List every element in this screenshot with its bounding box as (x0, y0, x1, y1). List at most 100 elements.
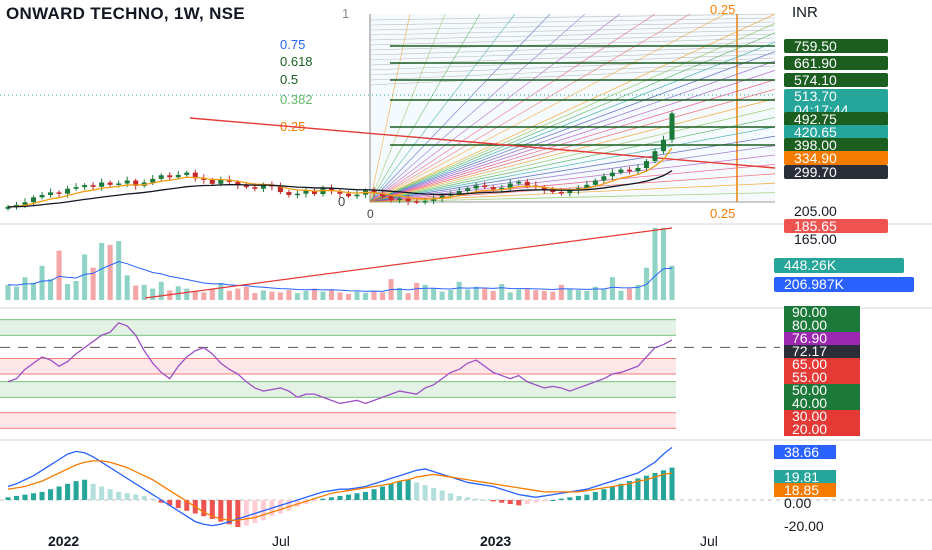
volume-bar (363, 293, 369, 300)
macd-histogram-bar (141, 495, 147, 500)
rsi-axis-label: 72.17 (792, 343, 827, 359)
macd-histogram-bar (22, 494, 28, 500)
volume-bar (558, 284, 564, 300)
macd-histogram-bar (320, 498, 326, 500)
volume-bar (260, 290, 266, 300)
rsi-line (7, 322, 673, 405)
volume-bar (618, 290, 624, 300)
fib-label: 0 (338, 194, 345, 209)
volume-bar (626, 288, 632, 300)
candle-body (252, 187, 258, 189)
volume-bar (405, 293, 411, 300)
macd-histogram-bar (252, 500, 258, 523)
gann-fan-ray (369, 107, 776, 203)
macd-histogram-bar (363, 491, 369, 500)
rsi-axis-label: 76.90 (792, 330, 827, 346)
gann-grid-line (369, 65, 776, 86)
rsi-axis-badge (784, 371, 860, 384)
macd-histogram-bar (286, 500, 292, 511)
price-axis-label: 185.65 (794, 218, 837, 234)
macd-axis-label: 18.85 (784, 482, 819, 498)
volume-bar (48, 279, 54, 300)
macd-histogram-bar (439, 490, 445, 500)
candle-body (65, 188, 71, 194)
volume-bar (218, 282, 224, 300)
macd-histogram-bar (490, 500, 496, 502)
candle-body (167, 175, 173, 178)
macd-histogram-bar (133, 494, 139, 500)
candle-body (652, 151, 658, 162)
macd-histogram-bar (243, 500, 249, 526)
rsi-axis-label: 50.00 (792, 382, 827, 398)
rsi-axis-badge (784, 332, 860, 345)
macd-histogram-bar (175, 500, 181, 509)
candle-body (133, 180, 139, 186)
macd-histogram-bar (507, 500, 513, 505)
macd-histogram-bar (150, 498, 156, 500)
volume-bar (201, 292, 207, 300)
red-trendline (189, 117, 776, 169)
macd-axis-tick: -20.00 (784, 518, 824, 534)
candle-body (465, 188, 471, 192)
macd-axis-badge (774, 483, 836, 497)
volume-bar (584, 290, 590, 300)
macd-histogram-bar (618, 483, 624, 500)
macd-histogram-bar (524, 500, 530, 505)
macd-histogram-bar (277, 500, 283, 514)
volume-bar (669, 265, 675, 300)
volume-bar (320, 291, 326, 300)
volume-bar (431, 288, 437, 300)
rsi-axis-label: 55.00 (792, 369, 827, 385)
macd-histogram-bar (592, 491, 598, 500)
price-axis-badge (784, 39, 888, 53)
price-axis-badge (784, 165, 888, 179)
gann-label: 0.25 (710, 2, 735, 17)
candle-body (524, 181, 530, 186)
volume-bar (90, 267, 96, 300)
volume-bar (448, 290, 454, 300)
gann-grid-line (369, 41, 776, 56)
candle-body (320, 188, 326, 195)
gann-fan-ray (369, 23, 776, 203)
price-axis-badge (784, 112, 888, 126)
price-axis-label: 420.65 (794, 124, 837, 140)
macd-histogram-bar (626, 481, 632, 500)
fib-label: 1 (342, 6, 349, 21)
macd-histogram-bar (388, 483, 394, 500)
macd-axis-badge (774, 445, 836, 459)
price-axis-badge (784, 73, 888, 87)
candle-body (235, 181, 241, 186)
macd-histogram-bar (431, 487, 437, 500)
candle-body (618, 169, 624, 173)
macd-axis-badge (774, 470, 836, 484)
macd-histogram-bar (558, 498, 564, 500)
volume-bar (541, 290, 547, 300)
volume-bar (380, 292, 386, 300)
candle-body (490, 187, 496, 190)
volume-bar (5, 284, 11, 300)
volume-bar (516, 289, 522, 300)
volume-bar (226, 290, 232, 300)
macd-histogram-bar (226, 500, 232, 525)
macd-histogram-bar (311, 500, 317, 502)
macd-histogram-bar (167, 500, 173, 506)
gann-grid-line (369, 53, 776, 71)
price-axis-badge (784, 151, 888, 165)
macd-signal-line (7, 460, 673, 521)
volume-bar (490, 290, 496, 300)
currency-label: INR (792, 4, 818, 21)
macd-histogram-bar (533, 500, 539, 503)
candle-body (73, 187, 79, 189)
candle-body (601, 176, 607, 181)
gann-grid-line (369, 17, 776, 26)
macd-histogram-bar (575, 495, 581, 500)
candle-body (116, 183, 122, 185)
price-axis-label: 513.70 (794, 88, 837, 104)
rsi-axis-badge (784, 306, 860, 319)
gann-fan-ray (369, 41, 776, 203)
price-axis-badge (784, 138, 888, 152)
volume-bar (533, 290, 539, 300)
